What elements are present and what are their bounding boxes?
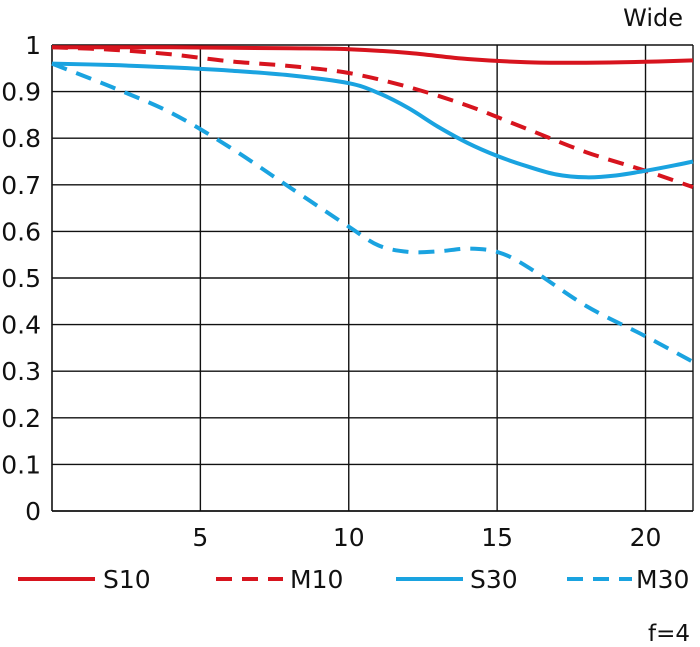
y-tick-label: 0.3 — [1, 357, 41, 386]
grid — [51, 44, 694, 512]
legend-label-m10: M10 — [290, 565, 343, 594]
x-tick-label: 10 — [333, 523, 365, 552]
series-lines — [51, 45, 694, 364]
y-tick-label: 0.5 — [1, 264, 41, 293]
aperture-label: f=4 — [648, 621, 690, 647]
y-tick-label: 0.7 — [1, 171, 41, 200]
y-tick-label: 0.1 — [1, 450, 41, 479]
y-tick-label: 0.4 — [1, 311, 41, 340]
series-line-s10 — [51, 45, 694, 65]
y-tick-label: 0 — [25, 497, 41, 526]
legend: S10 M10 S30 M30 — [18, 565, 689, 594]
y-tick-label: 0.2 — [1, 404, 41, 433]
y-tick-label: 1 — [25, 31, 41, 60]
series-line-s30 — [51, 61, 694, 180]
x-tick-label: 5 — [192, 523, 208, 552]
legend-label-s10: S10 — [103, 565, 151, 594]
y-tick-label: 0.8 — [1, 124, 41, 153]
x-tick-label: 15 — [481, 523, 513, 552]
series-line-m10 — [51, 45, 694, 189]
y-tick-label: 0.6 — [1, 217, 41, 246]
y-axis-ticks: 0 0.1 0.2 0.3 0.4 0.5 0.6 0.7 0.8 0.9 1 — [1, 31, 41, 526]
x-tick-label: 20 — [630, 523, 662, 552]
chart-title: Wide — [623, 4, 683, 32]
legend-label-s30: S30 — [470, 565, 518, 594]
y-tick-label: 0.9 — [1, 78, 41, 107]
legend-label-m30: M30 — [636, 565, 689, 594]
x-axis-ticks: 5 10 15 20 — [192, 523, 661, 552]
series-line-m30 — [51, 61, 694, 364]
